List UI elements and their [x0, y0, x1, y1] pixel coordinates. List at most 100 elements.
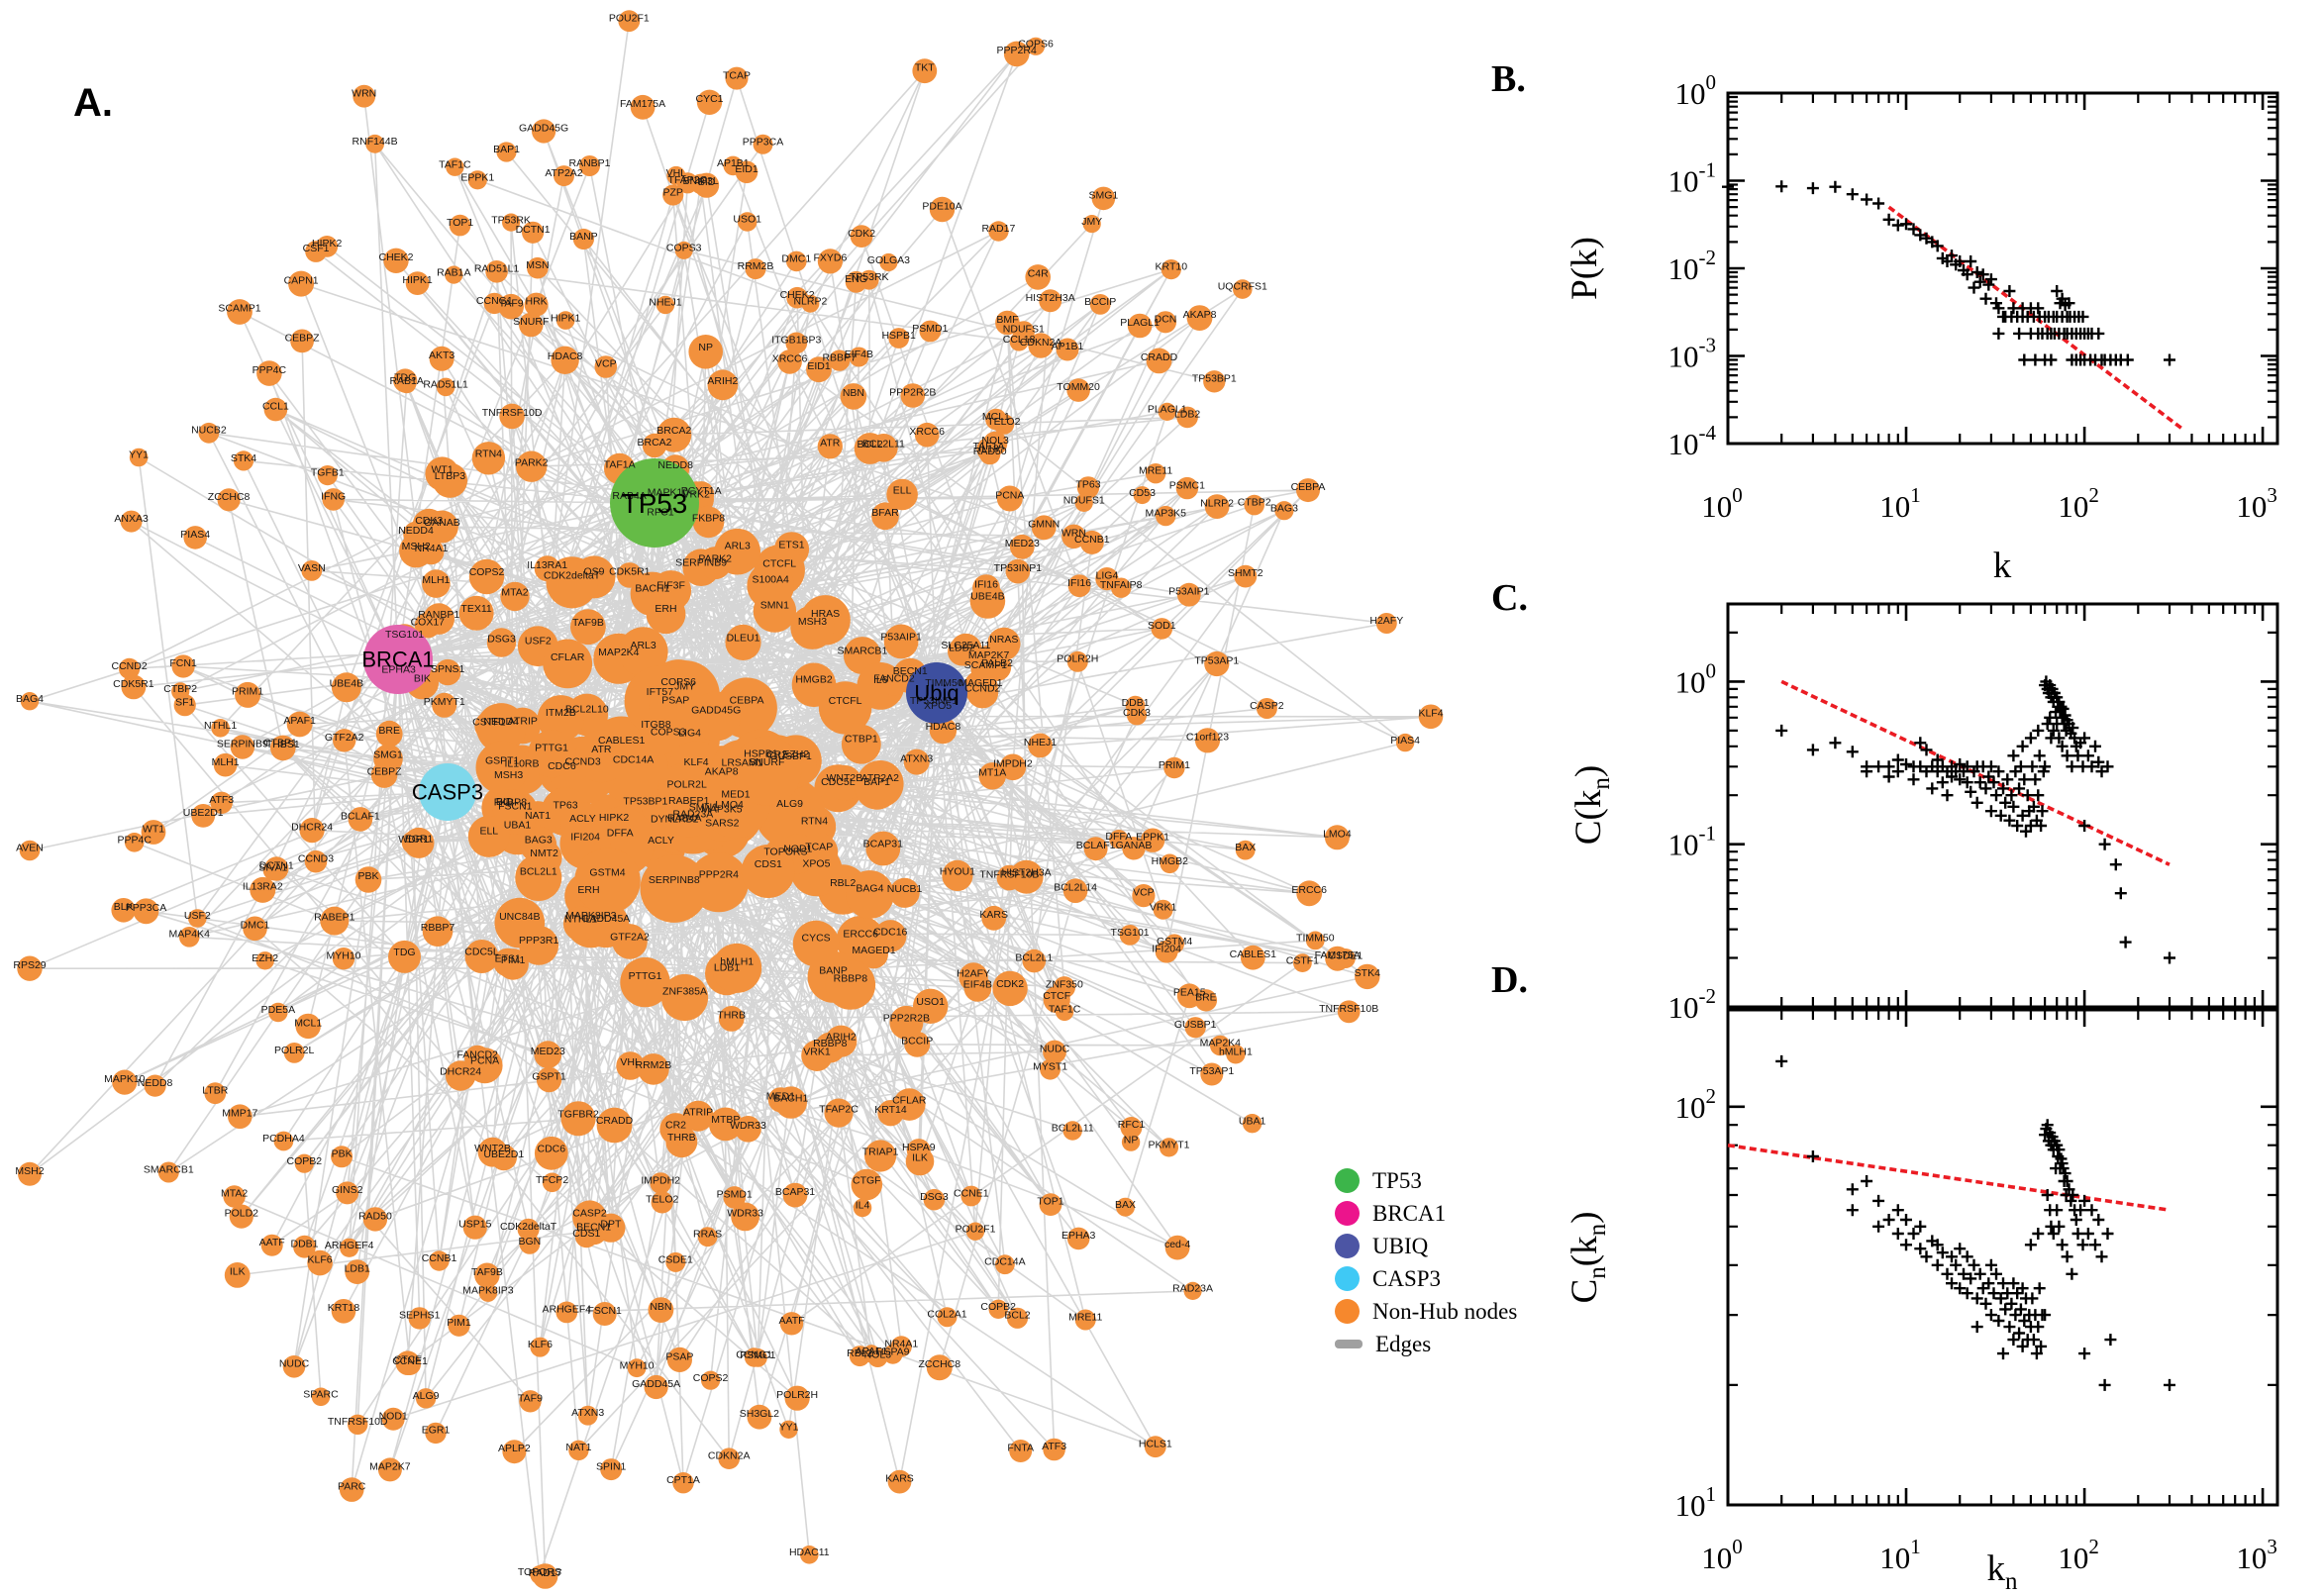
- node-label: CTCF: [1043, 990, 1070, 1002]
- y-axis-label: Cn​(kn​): [1565, 1212, 1611, 1304]
- network-node: [1009, 332, 1029, 351]
- network-node: [594, 355, 618, 378]
- network-node: [1200, 1062, 1224, 1086]
- node-label: MSN: [526, 259, 549, 271]
- node-label: SCAMP1: [218, 303, 260, 315]
- node-label: NEDD4: [483, 716, 519, 728]
- network-node: [656, 417, 692, 452]
- network-node: [1145, 463, 1166, 484]
- x-tick-label: 100: [1701, 483, 1743, 524]
- node-label: PPP3CA: [126, 902, 166, 914]
- network-node: [865, 831, 901, 866]
- node-label: PPP3R1: [519, 935, 558, 947]
- network-node: [336, 1181, 359, 1205]
- node-label: RRAS: [693, 1229, 722, 1241]
- hub-node-brca1: [363, 625, 433, 694]
- node-label: EGR1: [405, 834, 434, 846]
- network-node: [322, 488, 346, 511]
- node-label: SPIN1: [596, 1460, 627, 1472]
- network-node: [871, 502, 899, 531]
- network-node: [617, 562, 643, 588]
- network-node: [1074, 493, 1093, 512]
- node-label: EID1: [735, 163, 758, 175]
- node-label: MMP17: [222, 1108, 257, 1120]
- node-label: BANP: [819, 964, 848, 976]
- node-label: EIF4B: [963, 978, 992, 990]
- node-label: TP53RK: [850, 271, 889, 283]
- node-label: MSH2: [15, 1165, 44, 1177]
- node-label: MSH2: [402, 541, 431, 552]
- node-label: HIPK1: [402, 274, 433, 286]
- fit-line: [1727, 1143, 2171, 1212]
- network-node: [485, 260, 508, 283]
- node-label: THBS1: [266, 739, 300, 750]
- network-node: [723, 155, 744, 176]
- node-label: BACH1: [635, 582, 669, 594]
- network-node: [800, 1546, 819, 1564]
- network-node: [1160, 853, 1180, 874]
- node-label: BID: [698, 176, 716, 188]
- network-node: [676, 172, 699, 194]
- network-node: [786, 250, 807, 272]
- node-label: CCL1: [262, 401, 289, 413]
- network-node-labels: USF2 BCCIP WDR33 POLR2H POLR2L NAT1 TAF9 WRN RBL…: [13, 13, 1443, 1579]
- panel-letter-a: A.: [73, 81, 113, 125]
- node-label: BCL2: [1004, 1310, 1030, 1322]
- node-label: HSPB1: [744, 748, 778, 759]
- node-label: COPS6: [660, 676, 696, 688]
- node-label: MED1: [766, 1091, 795, 1103]
- node-label: CPT1A: [666, 1474, 700, 1486]
- network-node: [869, 434, 898, 462]
- node-label: GANAB: [424, 517, 460, 529]
- node-label: PIM1: [501, 954, 526, 966]
- network-node: [630, 94, 656, 120]
- node-label: LDB1: [714, 962, 740, 974]
- node-label: BRE: [378, 725, 400, 737]
- network-node: [381, 1407, 405, 1431]
- network-node: [333, 729, 356, 752]
- node-label: PCYT1A: [681, 485, 722, 497]
- node-label: PDE10A: [922, 200, 961, 212]
- network-node: [1026, 37, 1046, 55]
- network-node: [1293, 953, 1312, 972]
- node-label: VCP: [595, 358, 617, 370]
- network-node: [988, 221, 1009, 242]
- node-label: CTGF: [853, 1175, 881, 1187]
- network-node: [1074, 1309, 1096, 1331]
- node-label: PPP4C: [252, 364, 287, 376]
- node-label: BCL2L10: [565, 704, 609, 716]
- network-node: [570, 609, 606, 646]
- node-label: TAF1A: [973, 441, 1005, 452]
- node-label: FKBP8: [494, 797, 527, 809]
- node-label: ILK: [230, 1266, 246, 1278]
- network-node: [1039, 289, 1062, 313]
- node-label: ETS1: [495, 953, 521, 965]
- node-label: EZH2: [782, 748, 809, 760]
- plot-panel-D: 100 101 102 103 102 101 D. Cn​(kn​) kn​: [1491, 959, 2279, 1595]
- node-label: XPO5: [924, 700, 952, 712]
- node-label: APAF1: [283, 715, 316, 727]
- node-label: BCLAF1: [1076, 840, 1116, 851]
- network-node: [1146, 348, 1172, 374]
- node-label: DFFA: [607, 828, 634, 840]
- network-node: [320, 906, 350, 936]
- network-node: [574, 848, 641, 915]
- network-node: [530, 1337, 551, 1357]
- node-label: POLD2: [225, 1208, 259, 1220]
- network-node: [1055, 1002, 1074, 1022]
- node-label: RAD23A: [672, 809, 713, 821]
- node-label: TRIAP1: [862, 1147, 899, 1158]
- network-node: [1091, 186, 1116, 211]
- network-node: [316, 236, 339, 257]
- node-label: TP53BP1: [623, 795, 667, 807]
- node-label: CEBPA: [730, 695, 764, 707]
- node-label: LTBR: [202, 1085, 228, 1097]
- network-node: [425, 456, 459, 491]
- node-label: NP: [698, 342, 713, 353]
- network-node: [448, 1314, 470, 1337]
- node-label: BGN: [519, 1236, 542, 1247]
- network-node: [1089, 294, 1111, 315]
- node-label: LIG4: [1096, 570, 1119, 582]
- network-node: [120, 510, 143, 533]
- network-node: [415, 1388, 437, 1409]
